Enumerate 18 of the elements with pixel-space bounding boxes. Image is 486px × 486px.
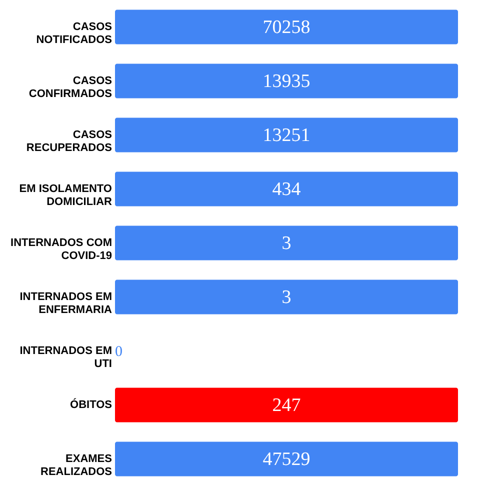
- data-label: 0: [115, 344, 122, 360]
- category-label: CASOS CONFIRMADOS: [28, 75, 112, 100]
- data-label: 3: [282, 233, 292, 254]
- category-label: INTERNADOS COM COVID-19: [10, 237, 112, 262]
- data-label: 13935: [262, 71, 310, 92]
- data-label: 47529: [262, 449, 310, 470]
- category-label: CASOS RECUPERADOS: [26, 129, 112, 154]
- category-label: INTERNADOS EM UTI: [20, 345, 112, 370]
- category-label: EM ISOLAMENTO DOMICILIAR: [19, 183, 112, 208]
- data-label: 247: [272, 395, 301, 416]
- data-label: 70258: [262, 17, 310, 38]
- category-label: ÓBITOS: [70, 398, 112, 411]
- category-label: CASOS NOTIFICADOS: [36, 21, 112, 46]
- data-label: 13251: [262, 125, 310, 146]
- category-label: EXAMES REALIZADOS: [40, 453, 112, 478]
- data-label: 434: [272, 179, 302, 200]
- category-label: INTERNADOS EM ENFERMARIA: [20, 291, 112, 316]
- data-label: 3: [282, 287, 292, 308]
